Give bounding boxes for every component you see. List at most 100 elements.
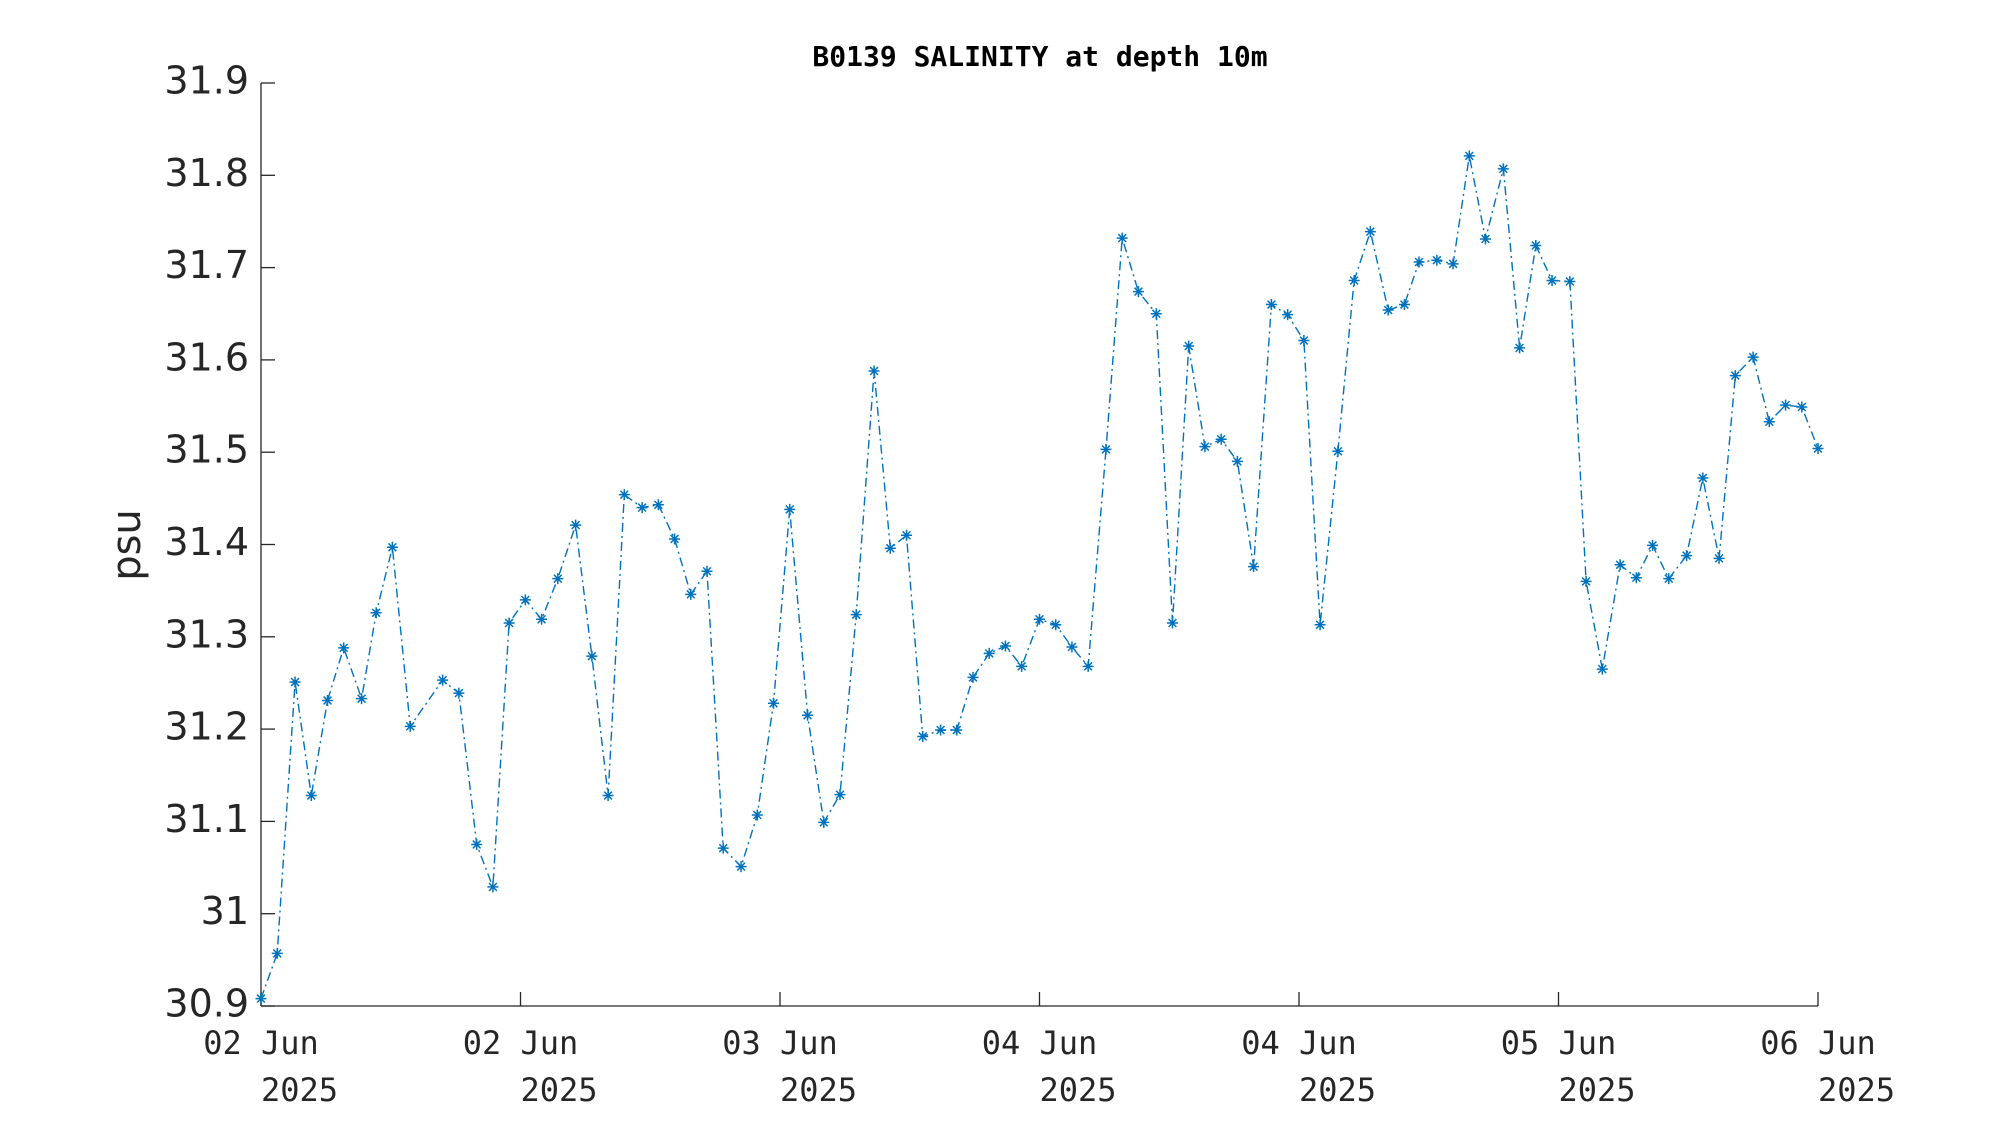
data-marker xyxy=(917,730,929,742)
data-marker xyxy=(751,809,763,821)
data-marker xyxy=(1463,150,1475,162)
data-marker xyxy=(1282,309,1294,321)
data-marker xyxy=(1265,299,1277,311)
data-marker xyxy=(636,502,648,514)
data-marker xyxy=(951,724,963,736)
y-tick-label: 31.2 xyxy=(164,705,249,749)
x-tick-label: 02 Jun xyxy=(463,1024,579,1062)
data-marker xyxy=(834,789,846,801)
data-marker xyxy=(868,365,880,377)
data-marker xyxy=(1298,335,1310,347)
data-marker xyxy=(1564,275,1576,287)
data-marker xyxy=(1747,351,1759,363)
data-marker xyxy=(1812,443,1824,455)
data-marker xyxy=(1697,472,1709,484)
data-marker xyxy=(255,993,267,1005)
data-marker xyxy=(1348,275,1360,287)
data-marker xyxy=(1763,416,1775,428)
y-tick-label: 31 xyxy=(201,889,249,933)
data-marker xyxy=(652,499,664,511)
data-marker xyxy=(901,529,913,541)
chart-title: B0139 SALINITY at depth 10m xyxy=(812,40,1267,73)
data-marker xyxy=(1199,441,1211,453)
data-marker xyxy=(685,588,697,600)
x-tick-label: 2025 xyxy=(261,1071,338,1109)
data-marker xyxy=(271,947,283,959)
data-marker xyxy=(1413,256,1425,268)
data-marker xyxy=(487,881,499,893)
x-tick-label: 02 Jun xyxy=(203,1024,319,1062)
data-marker xyxy=(356,693,368,705)
data-marker xyxy=(386,541,398,553)
data-marker xyxy=(1166,617,1178,629)
data-marker xyxy=(503,617,515,629)
data-marker xyxy=(289,676,301,688)
y-tick-label: 31.8 xyxy=(164,151,249,195)
data-marker xyxy=(1150,308,1162,320)
data-marker xyxy=(305,790,317,802)
y-tick-label: 31.7 xyxy=(164,243,249,287)
x-tick-label: 04 Jun xyxy=(982,1024,1098,1062)
data-line xyxy=(260,155,1819,999)
data-marker xyxy=(586,650,598,662)
data-marker xyxy=(437,674,449,686)
data-marker xyxy=(768,697,780,709)
data-marker xyxy=(1630,572,1642,584)
y-tick-label: 31.9 xyxy=(164,59,249,103)
x-tick-label: 05 Jun xyxy=(1501,1024,1617,1062)
x-tick-label: 04 Jun xyxy=(1241,1024,1357,1062)
data-marker xyxy=(519,594,531,606)
x-tick-label: 2025 xyxy=(1559,1071,1636,1109)
data-marker xyxy=(471,838,483,850)
data-marker xyxy=(1231,455,1243,467)
data-marker xyxy=(602,790,614,802)
data-marker xyxy=(1497,163,1509,175)
data-marker xyxy=(1647,539,1659,551)
data-marker xyxy=(1398,299,1410,311)
data-marker xyxy=(983,647,995,659)
data-marker xyxy=(1580,575,1592,587)
data-marker xyxy=(1447,258,1459,270)
data-marker xyxy=(818,816,830,828)
data-marker xyxy=(1364,226,1376,238)
data-marker xyxy=(1663,573,1675,585)
y-tick-label: 31.3 xyxy=(164,612,249,656)
data-marker xyxy=(453,687,465,699)
data-marker xyxy=(404,720,416,732)
data-marker xyxy=(1116,232,1128,244)
data-marker xyxy=(999,640,1011,652)
data-marker xyxy=(1596,663,1608,675)
data-marker xyxy=(701,565,713,577)
y-tick-label: 31.6 xyxy=(164,335,249,379)
data-marker xyxy=(321,694,333,706)
data-marker xyxy=(1614,559,1626,571)
data-marker xyxy=(1016,660,1028,672)
y-tick-label: 30.9 xyxy=(164,982,249,1026)
data-marker xyxy=(1248,561,1260,573)
y-tick-label: 31.4 xyxy=(164,520,249,564)
data-marker xyxy=(802,709,814,721)
y-tick-label: 31.5 xyxy=(164,428,249,472)
data-marker xyxy=(1132,286,1144,298)
data-marker xyxy=(1480,233,1492,245)
data-marker xyxy=(1729,370,1741,382)
x-tick-label: 2025 xyxy=(1818,1071,1895,1109)
x-tick-label: 06 Jun xyxy=(1760,1024,1876,1062)
data-marker xyxy=(536,613,548,625)
data-marker xyxy=(1034,613,1045,625)
data-marker xyxy=(1713,552,1725,564)
y-tick-label: 31.1 xyxy=(164,797,249,841)
data-marker xyxy=(1082,660,1094,672)
data-marker xyxy=(850,609,862,621)
data-marker xyxy=(717,842,729,854)
x-tick-label: 2025 xyxy=(1040,1071,1117,1109)
data-marker xyxy=(1100,443,1112,455)
x-tick-label: 2025 xyxy=(1299,1071,1376,1109)
data-marker xyxy=(552,573,564,585)
data-marker xyxy=(1681,550,1693,562)
y-axis-label: psu xyxy=(104,509,150,581)
data-marker xyxy=(570,519,582,531)
data-marker xyxy=(784,503,796,515)
data-marker xyxy=(967,671,979,683)
